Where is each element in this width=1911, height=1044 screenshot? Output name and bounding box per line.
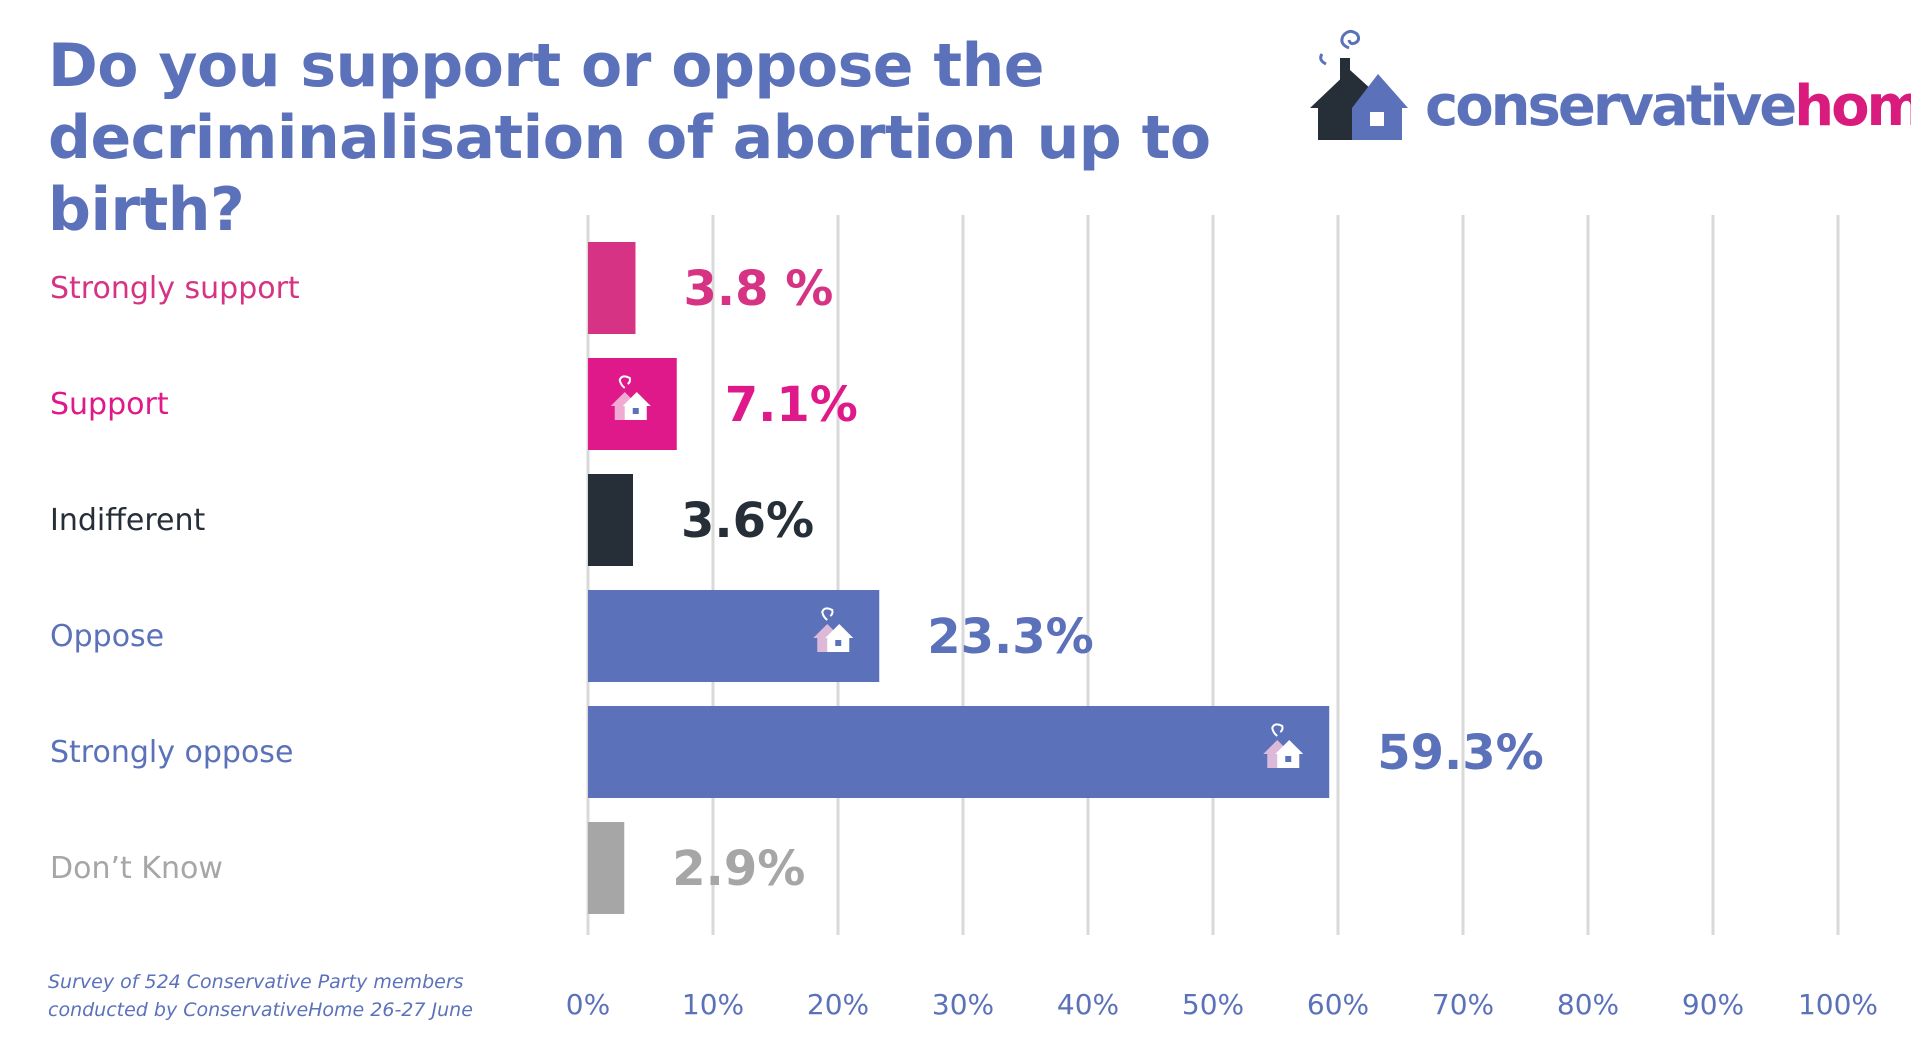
value-label: 2.9%: [672, 841, 805, 897]
value-labels: 3.8 % 7.1% 3.6% 23.3% 59.3% 2.9%: [672, 261, 1544, 897]
category-label: Strongly oppose: [50, 735, 293, 770]
bar: [588, 706, 1330, 798]
x-tick-label: 50%: [1182, 988, 1244, 1021]
value-label: 3.6%: [681, 493, 814, 549]
brand-part-conservative: conservative: [1425, 74, 1797, 139]
x-tick-label: 60%: [1307, 988, 1369, 1021]
x-tick-label: 80%: [1557, 988, 1619, 1021]
brand-wordmark: conservativehome: [1425, 72, 1911, 142]
bar: [588, 242, 636, 334]
x-tick-label: 30%: [932, 988, 994, 1021]
value-label: 59.3%: [1377, 725, 1544, 781]
category-label: Strongly support: [50, 271, 300, 306]
value-label: 23.3%: [927, 609, 1094, 665]
x-tick-label: 40%: [1057, 988, 1119, 1021]
chart-title: Do you support or oppose the decriminali…: [48, 31, 1211, 245]
brand-part-home: home: [1794, 74, 1911, 139]
x-tick-labels: 0% 10% 20% 30% 40% 50% 60% 70% 80% 90% 100%: [566, 988, 1878, 1021]
category-label: Oppose: [50, 619, 164, 654]
conservativehome-logo: [1310, 29, 1408, 140]
category-label: Support: [50, 387, 169, 422]
house-icon: [813, 607, 854, 652]
x-tick-label: 90%: [1682, 988, 1744, 1021]
x-tick-label: 70%: [1432, 988, 1494, 1021]
survey-footnote: Survey of 524 Conservative Party members…: [48, 971, 473, 1021]
house-icon: [610, 375, 651, 420]
house-with-smoke-icon: [1310, 29, 1408, 140]
value-label: 7.1%: [725, 377, 858, 433]
house-icon: [1263, 723, 1304, 768]
x-tick-label: 0%: [566, 988, 610, 1021]
x-tick-label: 10%: [682, 988, 744, 1021]
category-labels: Strongly support Support Indifferent Oppose…: [50, 271, 300, 886]
gridlines: [586, 215, 1840, 935]
x-tick-label: 100%: [1798, 988, 1878, 1021]
category-label: Don’t Know: [50, 851, 223, 886]
bar: [588, 822, 625, 914]
x-tick-label: 20%: [807, 988, 869, 1021]
value-label: 3.8 %: [684, 261, 834, 317]
category-label: Indifferent: [50, 503, 206, 538]
bars: [588, 242, 1330, 914]
bar: [588, 474, 633, 566]
